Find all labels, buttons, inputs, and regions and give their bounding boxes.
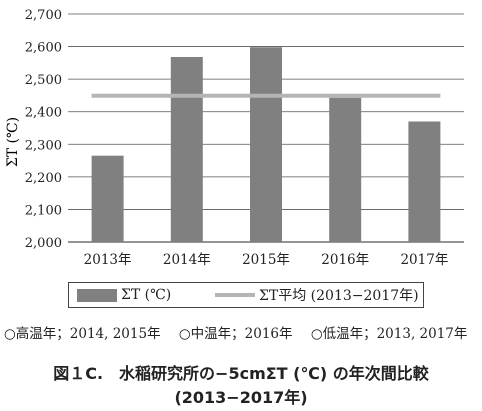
y-tick-label: 2,600 <box>25 41 62 56</box>
figure-caption-period: (2013−2017年) <box>174 388 308 407</box>
x-tick-label: 2015年 <box>242 252 290 268</box>
bar <box>408 121 441 242</box>
y-tick-label: 2,400 <box>25 106 62 121</box>
x-tick-label: 2014年 <box>163 252 211 268</box>
y-tick-label: 2,200 <box>25 171 62 186</box>
legend-line-label: ΣT平均 (2013−2017年) <box>259 288 419 304</box>
y-tick-label: 2,100 <box>25 203 62 218</box>
legend-bar-swatch <box>77 288 117 302</box>
y-tick-label: 2,000 <box>25 236 62 251</box>
bar <box>91 155 124 242</box>
bar-chart: 2,000 2,100 2,200 2,300 2,400 2,500 2,600 2,700… <box>5 8 464 268</box>
note-low-temp: ○低温年；2013, 2017年 <box>310 326 468 342</box>
bar <box>329 97 362 242</box>
x-tick-labels: 2013年 2014年 2015年 2016年 2017年 <box>84 252 449 268</box>
x-tick-label: 2017年 <box>400 252 448 268</box>
y-tick-label: 2,300 <box>25 138 62 153</box>
legend-bar-label: ΣT (℃) <box>121 287 172 303</box>
temperature-notes: ○高温年；2014, 2015年 ○中温年；2016年 ○低温年；2013, 2… <box>4 322 481 342</box>
bar <box>170 56 203 242</box>
y-tick-label: 2,500 <box>25 73 62 88</box>
y-axis-title: ΣT (℃) <box>5 117 21 167</box>
note-mid-temp: ○中温年；2016年 <box>178 326 293 342</box>
figure-caption: 図１C. 水稲研究所の−5cmΣT (℃) の年次間比較 <box>53 364 429 383</box>
y-tick-labels: 2,000 2,100 2,200 2,300 2,400 2,500 2,600 2,700 <box>25 8 62 251</box>
x-tick-label: 2013年 <box>84 252 132 268</box>
note-high-temp: ○高温年；2014, 2015年 <box>4 326 161 342</box>
legend-line-swatch <box>215 293 255 297</box>
y-tick-label: 2,700 <box>25 8 62 23</box>
bar <box>250 47 282 243</box>
bars <box>91 47 441 243</box>
legend-item-bar: ΣT (℃) <box>77 283 171 307</box>
legend-item-line: ΣT平均 (2013−2017年) <box>215 283 419 307</box>
x-tick-label: 2016年 <box>321 252 369 268</box>
legend: ΣT (℃) ΣT平均 (2013−2017年) <box>68 282 424 308</box>
